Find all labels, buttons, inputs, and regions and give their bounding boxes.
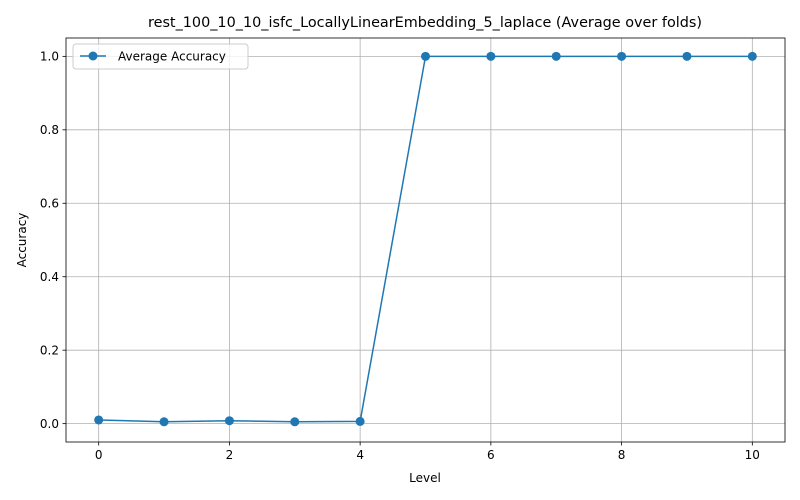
y-tick-label-4: 0.8 <box>40 123 59 137</box>
data-point-0-1 <box>159 417 169 427</box>
x-tick-label-5: 10 <box>745 448 760 462</box>
x-tick-label-2: 4 <box>356 448 364 462</box>
y-axis-label: Accuracy <box>15 213 29 268</box>
y-tick-label-3: 0.6 <box>40 197 59 211</box>
legend-label: Average Accuracy <box>118 50 226 64</box>
plot-frame <box>65 37 786 443</box>
y-tick-label-2: 0.4 <box>40 270 59 284</box>
legend-box <box>72 43 249 70</box>
data-point-0-7 <box>551 51 561 61</box>
data-point-0-0 <box>94 415 104 425</box>
x-tick-label-3: 6 <box>487 448 495 462</box>
data-point-0-8 <box>617 51 627 61</box>
x-axis-label: Level <box>409 471 441 485</box>
data-series <box>94 51 757 427</box>
y-tick-label-0: 0.0 <box>40 417 59 431</box>
axis-ticks: 0 2 4 6 8 10 0.0 0.2 0.4 0.6 0.8 1.0 <box>40 50 760 462</box>
x-tick-label-0: 0 <box>95 448 103 462</box>
data-point-0-5 <box>421 51 430 61</box>
data-point-0-6 <box>486 51 496 61</box>
legend: Average Accuracy <box>72 43 249 70</box>
y-tick-label-5: 1.0 <box>40 50 59 64</box>
data-point-0-3 <box>290 417 300 427</box>
data-point-0-9 <box>682 51 692 61</box>
data-point-0-2 <box>224 416 234 426</box>
data-point-0-10 <box>747 51 757 61</box>
x-tick-label-4: 8 <box>618 448 626 462</box>
x-tick-label-1: 2 <box>226 448 234 462</box>
y-tick-label-1: 0.2 <box>40 343 59 357</box>
data-point-0-4 <box>355 416 365 426</box>
legend-marker-sample <box>88 51 98 61</box>
chart-title: rest_100_10_10_isfc_LocallyLinearEmbeddi… <box>148 15 702 31</box>
